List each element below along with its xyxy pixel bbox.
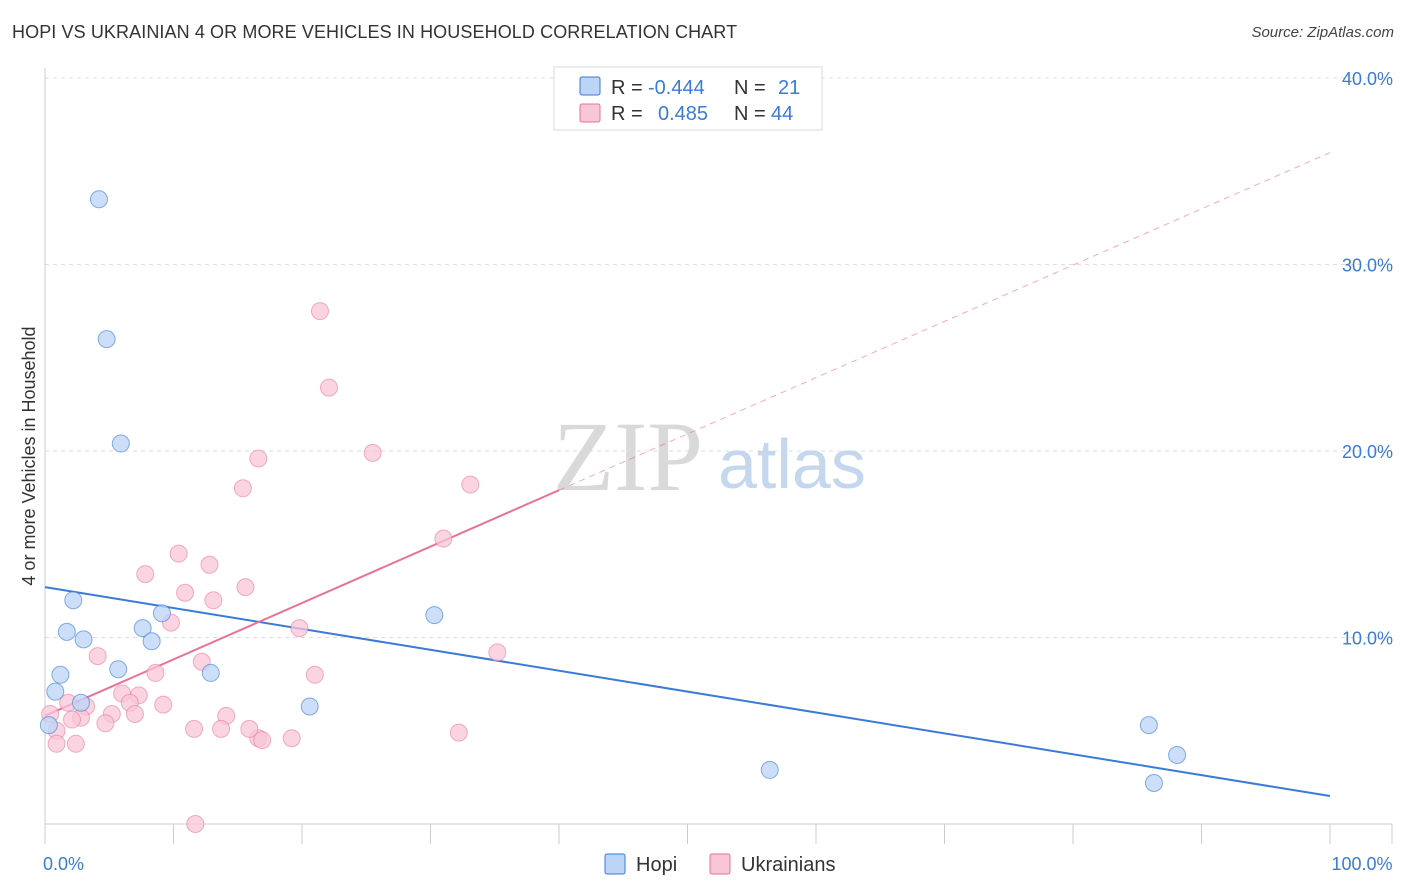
ukrainians-swatch — [579, 103, 601, 123]
hopi-point — [97, 330, 116, 349]
hopi-point — [74, 630, 93, 649]
hopi-point — [39, 716, 58, 735]
ukrainians-point — [88, 647, 107, 666]
hopi-n-value: 21 — [778, 77, 800, 99]
legend-hopi-label: Hopi — [636, 854, 677, 876]
ukrainians-point — [305, 665, 324, 684]
ukrainians-point — [204, 591, 223, 610]
hopi-point — [1144, 773, 1163, 792]
hopi-point — [109, 660, 128, 679]
data-points — [39, 190, 1187, 833]
hopi-point — [152, 604, 171, 623]
watermark-zip: ZIP — [553, 401, 703, 512]
hopi-r-label: R = — [611, 77, 643, 99]
hopi-point — [51, 665, 70, 684]
hopi-point — [111, 434, 130, 453]
ukrainians-point — [62, 710, 81, 729]
ukrainians-point — [240, 719, 259, 738]
watermark-atlas: atlas — [718, 425, 866, 503]
hopi-n-label: N = — [734, 77, 766, 99]
ukrainians-point — [290, 619, 309, 638]
stats-legend: R = -0.444 N = 21 R = 0.485 N = 44 — [553, 66, 823, 131]
legend-ukrainians-swatch — [709, 853, 731, 875]
ukrainians-point — [319, 378, 338, 397]
ukrainians-r-label: R = — [611, 103, 643, 125]
axes — [44, 68, 1393, 844]
ukrainians-point — [66, 734, 85, 753]
bottom-legend: Hopi Ukrainians — [604, 853, 835, 876]
hopi-point — [201, 663, 220, 682]
tick-labels: 10.0% 20.0% 30.0% 40.0% 0.0% 100.0% — [43, 69, 1393, 874]
ukrainians-point — [461, 475, 480, 494]
ukrainians-point — [212, 719, 231, 738]
ukrainians-point — [236, 578, 255, 597]
y-axis-label: 4 or more Vehicles in Household — [19, 326, 39, 585]
hopi-point — [64, 591, 83, 610]
y-tick-label: 40.0% — [1342, 69, 1393, 89]
ukrainians-point — [136, 565, 155, 584]
hopi-point — [760, 760, 779, 779]
ukrainians-point — [249, 449, 268, 468]
ukrainians-point — [169, 544, 188, 563]
ukrainians-point — [200, 555, 219, 574]
y-tick-label: 30.0% — [1342, 256, 1393, 276]
hopi-point — [300, 697, 319, 716]
gridlines — [45, 77, 1392, 638]
y-tick-label: 10.0% — [1342, 629, 1393, 649]
legend-ukrainians-label: Ukrainians — [741, 854, 835, 876]
ukrainians-trend-extension — [558, 152, 1331, 491]
hopi-point — [57, 622, 76, 641]
ukrainians-point — [282, 729, 301, 748]
ukrainians-point — [310, 302, 329, 321]
ukrainians-r-value: 0.485 — [658, 103, 708, 125]
ukrainians-point — [253, 731, 272, 750]
hopi-point — [142, 632, 161, 651]
trend-lines — [44, 152, 1331, 798]
ukrainians-point — [185, 719, 204, 738]
hopi-point — [1139, 716, 1158, 735]
watermark: ZIP atlas — [553, 401, 866, 512]
source-note: Source: ZipAtlas.com — [1251, 24, 1394, 41]
ukrainians-point — [233, 479, 252, 498]
ukrainians-trend-line — [44, 489, 560, 717]
hopi-swatch — [579, 76, 601, 96]
ukrainians-point — [449, 723, 468, 742]
x-tick-label: 0.0% — [43, 854, 84, 874]
hopi-point — [71, 693, 90, 712]
hopi-r-value: -0.444 — [648, 77, 705, 99]
ukrainians-n-value: 44 — [771, 103, 793, 125]
hopi-point — [133, 619, 152, 638]
x-tick-label: 100.0% — [1331, 854, 1392, 874]
ukrainians-point — [154, 695, 173, 714]
hopi-trend-line — [44, 586, 1331, 798]
ukrainians-point — [488, 643, 507, 662]
ukrainians-point — [146, 663, 165, 682]
ukrainians-point — [125, 704, 144, 723]
ukrainians-point — [176, 583, 195, 602]
y-tick-label: 20.0% — [1342, 442, 1393, 462]
ukrainians-n-label: N = — [734, 103, 766, 125]
ukrainians-point — [47, 734, 66, 753]
ukrainians-point — [96, 714, 115, 733]
hopi-point — [1168, 745, 1187, 764]
legend-hopi-swatch — [604, 853, 626, 875]
ukrainians-point — [186, 815, 205, 833]
hopi-point — [425, 606, 444, 625]
chart-title: HOPI VS UKRAINIAN 4 OR MORE VEHICLES IN … — [12, 22, 738, 42]
hopi-point — [89, 190, 108, 209]
ukrainians-point — [434, 529, 453, 548]
hopi-point — [46, 682, 65, 701]
ukrainians-point — [363, 443, 382, 462]
